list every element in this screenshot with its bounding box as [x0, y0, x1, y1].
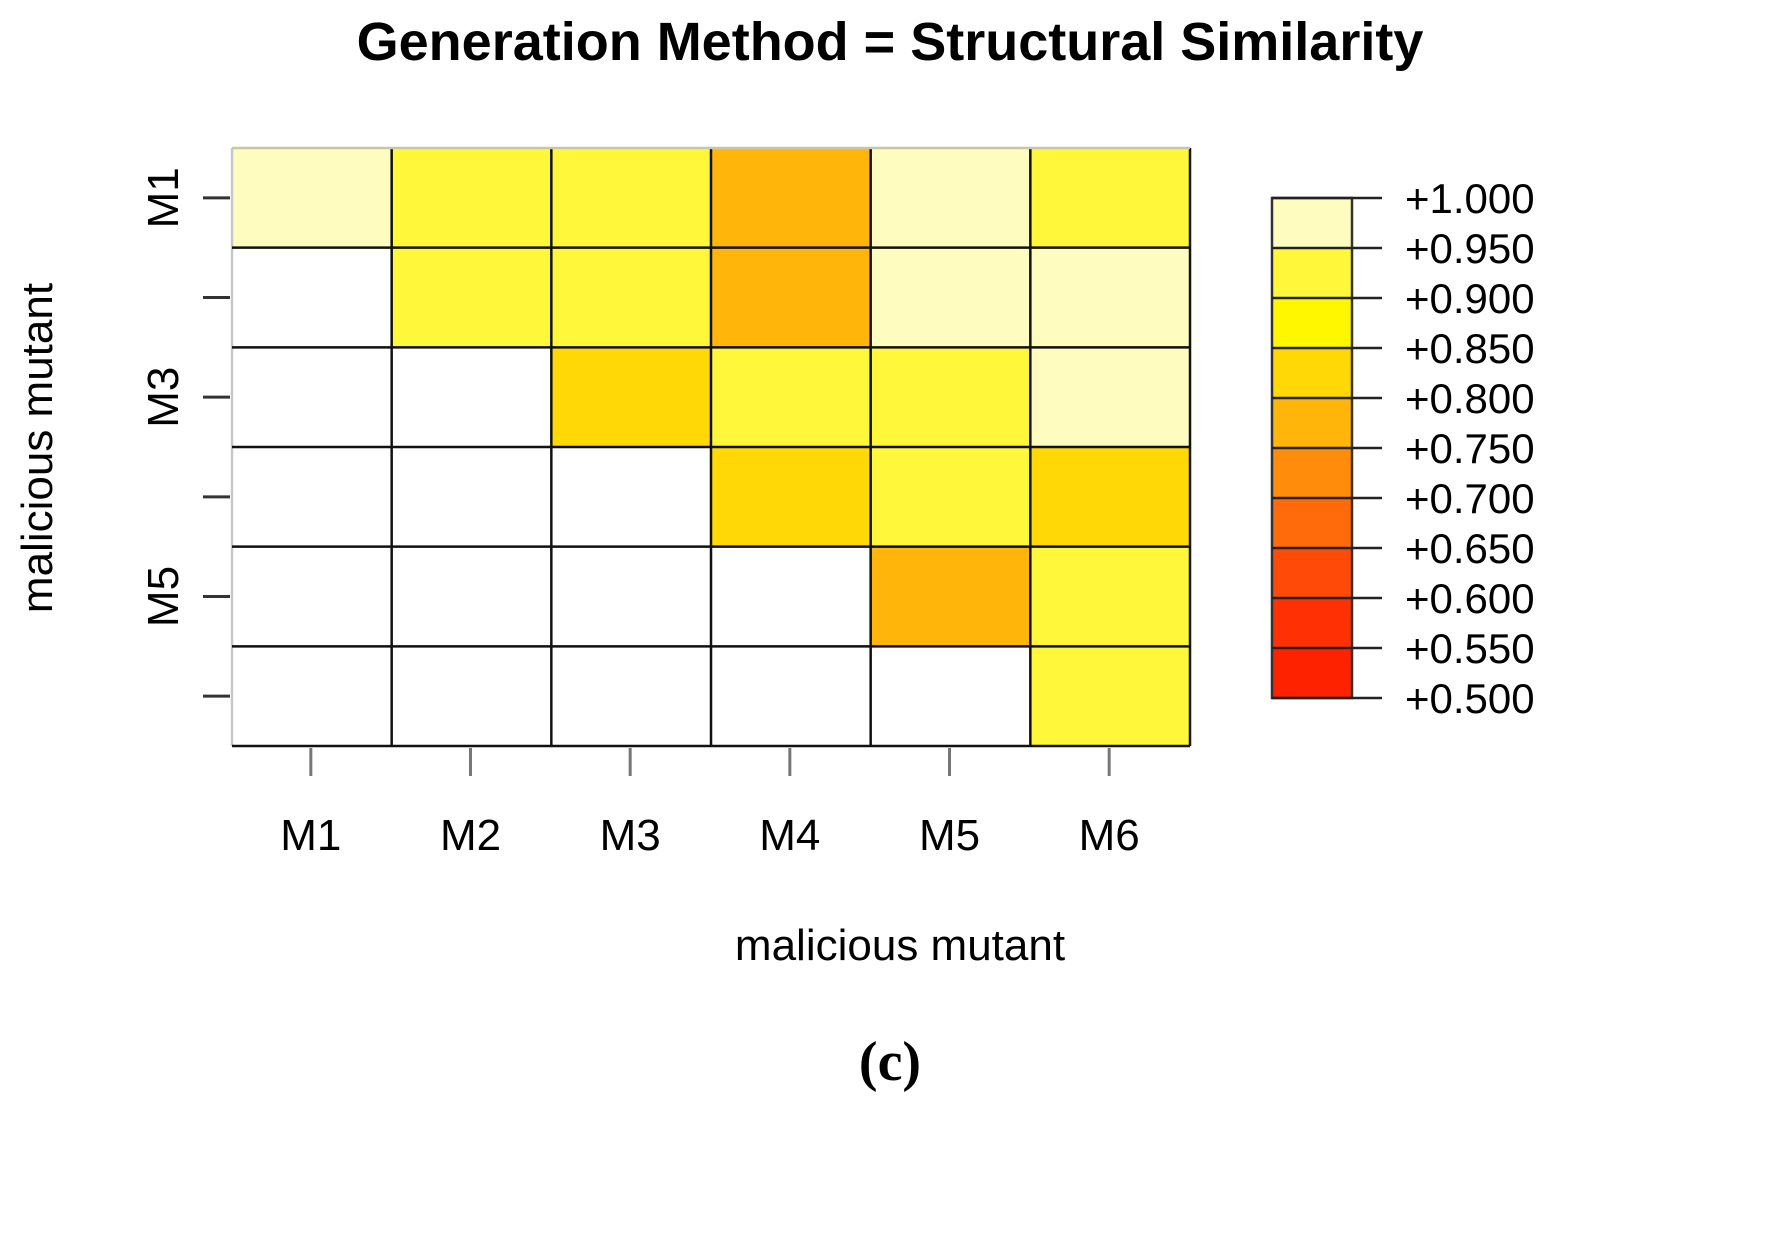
legend-label: +1.000: [1405, 175, 1535, 222]
x-tick-label: M4: [759, 811, 820, 860]
x-tick-label: M1: [280, 811, 341, 860]
heatmap-cell-r2-c6: [1030, 247, 1190, 348]
heatmap-grid: [230, 146, 1192, 748]
y-tick-label: M3: [139, 367, 188, 428]
legend-label: +0.800: [1405, 375, 1535, 422]
heatmap-cell-r3-c5: [870, 347, 1031, 447]
y-axis-label: malicious mutant: [13, 283, 62, 613]
legend-label: +0.950: [1405, 225, 1535, 272]
heatmap-cell-r2-c5: [870, 247, 1031, 348]
heatmap-cell-r4-c6: [1030, 447, 1190, 547]
legend-label: +0.700: [1405, 475, 1535, 522]
legend-swatch: [1272, 548, 1352, 598]
legend-label: +0.900: [1405, 275, 1535, 322]
heatmap-cell-r5-c1: [232, 546, 392, 647]
heatmap-cell-r5-c6: [1030, 546, 1190, 647]
x-tick-label: M5: [919, 811, 980, 860]
heatmap-cell-r4-c4: [711, 447, 871, 547]
heatmap-cell-r2-c4: [711, 247, 871, 348]
heatmap-cell-r6-c1: [232, 646, 392, 746]
legend-label: +0.550: [1405, 625, 1535, 672]
heatmap-cell-r3-c3: [551, 347, 711, 447]
x-axis-label: malicious mutant: [735, 921, 1065, 970]
heatmap-cell-r4-c1: [232, 447, 392, 547]
heatmap-cell-r3-c1: [232, 347, 392, 447]
legend-swatch: [1272, 348, 1352, 398]
legend-swatch: [1272, 648, 1352, 698]
legend-swatch: [1272, 598, 1352, 648]
heatmap-cells: [232, 148, 1190, 746]
heatmap-cell-r1-c3: [551, 148, 711, 248]
heatmap-cell-r6-c2: [391, 646, 552, 746]
y-axis: M1 M3 M5: [139, 167, 230, 698]
chart-title: Generation Method = Structural Similarit…: [357, 12, 1424, 72]
x-tick-label: M6: [1079, 811, 1140, 860]
x-tick-label: M3: [600, 811, 661, 860]
y-tick-label: M5: [139, 566, 188, 627]
x-tick-label: M2: [440, 811, 501, 860]
heatmap-cell-r1-c4: [711, 148, 871, 248]
heatmap-cell-r1-c2: [391, 148, 552, 248]
figure-caption: (c): [859, 1031, 921, 1093]
heatmap-cell-r4-c2: [391, 447, 552, 547]
heatmap-cell-r5-c5: [870, 546, 1031, 647]
heatmap-cell-r1-c6: [1030, 148, 1190, 248]
heatmap-cell-r6-c5: [870, 646, 1031, 746]
heatmap-cell-r2-c2: [391, 247, 552, 348]
heatmap-cell-r6-c6: [1030, 646, 1190, 746]
legend-swatch: [1272, 448, 1352, 498]
heatmap-cell-r2-c3: [551, 247, 711, 348]
y-tick-label: M1: [139, 167, 188, 228]
heatmap-cell-r3-c2: [391, 347, 552, 447]
heatmap-cell-r2-c1: [232, 247, 392, 348]
heatmap-cell-r1-c1: [232, 148, 392, 248]
heatmap-cell-r6-c4: [711, 646, 871, 746]
heatmap-cell-r6-c3: [551, 646, 711, 746]
legend-label: +0.600: [1405, 575, 1535, 622]
legend-swatch: [1272, 198, 1352, 248]
legend-label: +0.850: [1405, 325, 1535, 372]
legend-label: +0.750: [1405, 425, 1535, 472]
heatmap-cell-r1-c5: [870, 148, 1031, 248]
legend-label: +0.500: [1405, 675, 1535, 722]
x-axis: M1 M2 M3 M4 M5 M6: [280, 748, 1140, 860]
color-legend: +1.000+0.950+0.900+0.850+0.800+0.750+0.7…: [1270, 175, 1535, 722]
heatmap-cell-r5-c3: [551, 546, 711, 647]
legend-swatch: [1272, 398, 1352, 448]
legend-label: +0.650: [1405, 525, 1535, 572]
legend-swatch: [1272, 248, 1352, 298]
heatmap-cell-r4-c5: [870, 447, 1031, 547]
heatmap-cell-r5-c4: [711, 546, 871, 647]
heatmap-cell-r4-c3: [551, 447, 711, 547]
heatmap-cell-r5-c2: [391, 546, 552, 647]
heatmap-cell-r3-c4: [711, 347, 871, 447]
legend-swatch: [1272, 298, 1352, 348]
legend-swatch: [1272, 498, 1352, 548]
heatmap-cell-r3-c6: [1030, 347, 1190, 447]
